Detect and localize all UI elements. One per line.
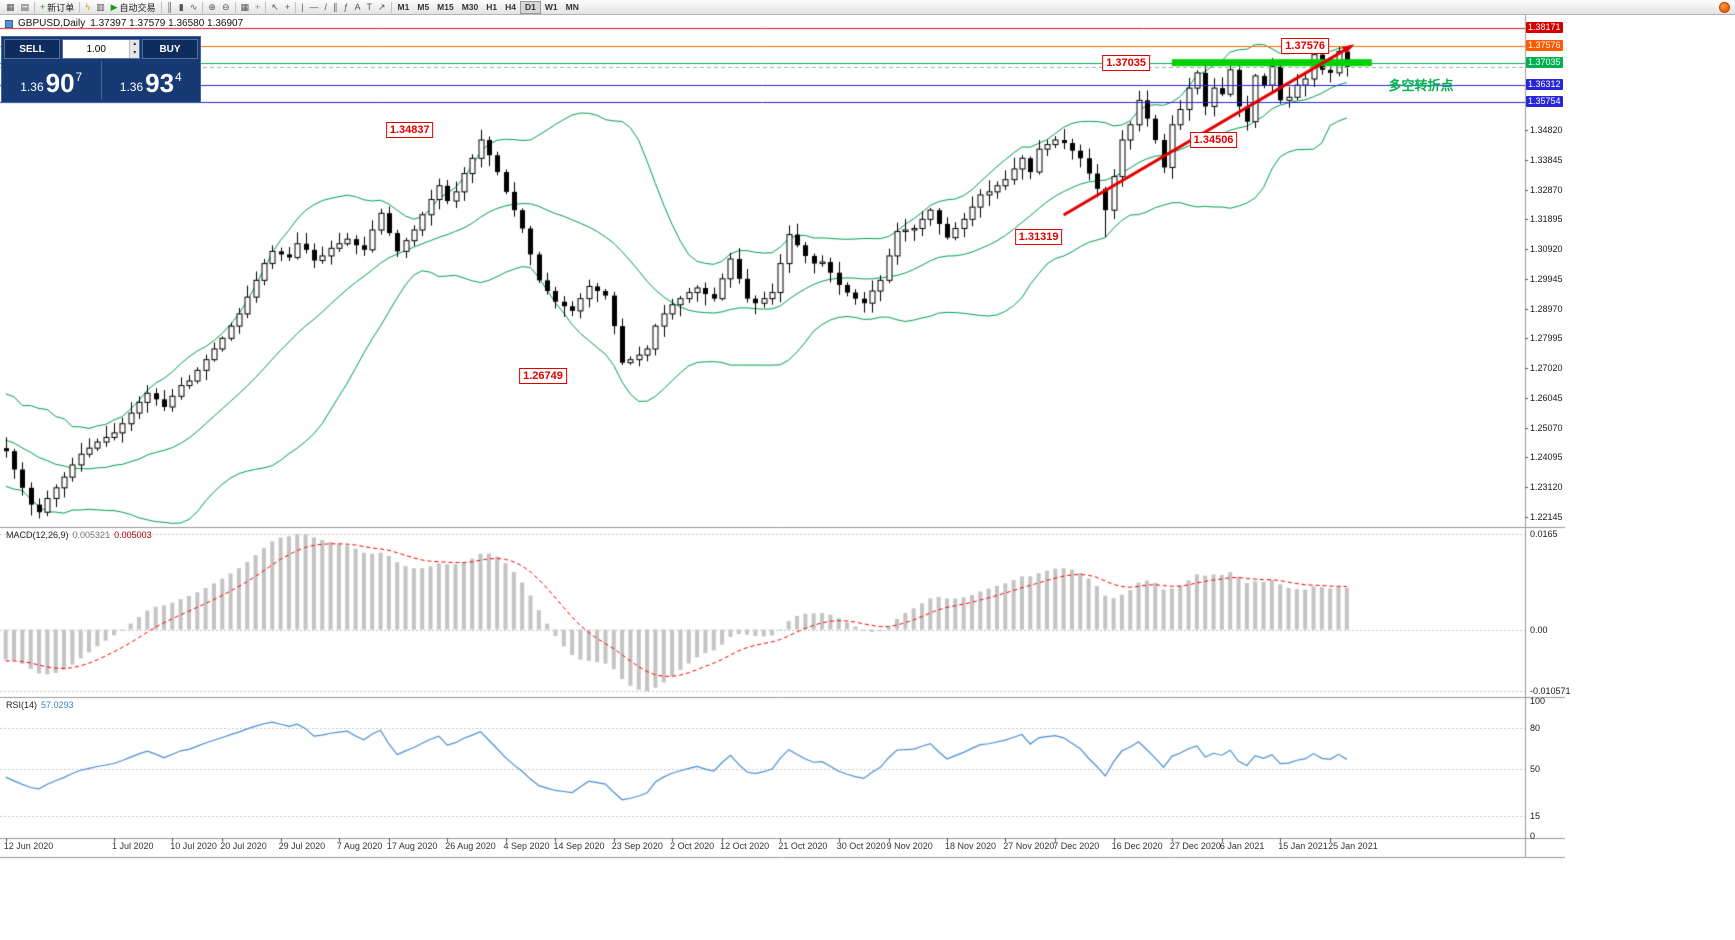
bid-point: 7: [75, 70, 83, 84]
arrows-button[interactable]: ↗: [375, 1, 389, 14]
timeframe-h4-button[interactable]: H4: [505, 1, 517, 12]
candlestick-icon: ▮: [178, 1, 184, 12]
autotrading-button[interactable]: ▶ 自动交易: [108, 1, 159, 14]
candlestick-chart-button[interactable]: ▮: [176, 1, 187, 14]
buy-button[interactable]: BUY: [142, 39, 198, 59]
timeframe-mn-button[interactable]: MN: [565, 1, 579, 12]
toolbar-separator: [160, 1, 162, 13]
toolbar-separator: [390, 1, 392, 13]
indicators-button[interactable]: +: [252, 1, 263, 14]
volume-field: ▴ ▾: [62, 39, 140, 59]
ask-price: 1.36 93 4: [102, 61, 201, 100]
new-order-plus-icon: +: [40, 1, 46, 12]
vertical-line-icon: |: [301, 1, 304, 12]
chart-window-icon: ▦: [6, 1, 15, 12]
zoom-in-icon: ⊕: [208, 1, 216, 12]
trendline-button[interactable]: /: [321, 1, 330, 14]
timeframe-m1-button[interactable]: M1: [397, 1, 410, 12]
zoom-out-button[interactable]: ⊖: [219, 1, 233, 14]
toolbar-separator: [295, 1, 297, 13]
volume-up-button[interactable]: ▴: [129, 40, 139, 49]
trendline-icon: /: [324, 1, 327, 12]
one-click-trading-panel: SELL ▴ ▾ BUY 1.36 90 7 1.36 93 4: [1, 36, 201, 103]
cursor-button[interactable]: ↖: [268, 1, 282, 14]
toolbar-items: ▦ ▤ + 新订单 ϟ ▥ ▶ 自动交易 ║ ▮ ∿ ⊕ ⊖ ▦ + ↖ + | — / ∥ ƒ A T ↗ M1 M5 M15 M30…: [3, 0, 583, 14]
chart-shift-icon: ▥: [96, 1, 105, 12]
timeframe-m15-button[interactable]: M15: [437, 1, 454, 12]
timeframe-m30-button[interactable]: M30: [461, 1, 479, 12]
indicators-plus-icon: +: [255, 1, 261, 12]
new-order-button-label: 新订单: [47, 2, 75, 13]
crosshair-button[interactable]: +: [282, 1, 293, 14]
timeframe-w1-button[interactable]: W1: [544, 1, 558, 12]
timeframe-h1-button[interactable]: H1: [486, 1, 498, 12]
new-chart-button[interactable]: ▦: [3, 1, 18, 14]
profiles-button[interactable]: ▤: [18, 1, 33, 14]
zoom-in-button[interactable]: ⊕: [205, 1, 219, 14]
line-chart-icon: ∿: [189, 1, 198, 12]
fibonacci-button[interactable]: ƒ: [340, 1, 351, 14]
zoom-out-icon: ⊖: [221, 1, 230, 12]
line-chart-button[interactable]: ∿: [187, 1, 201, 14]
arrow-icon: ↗: [378, 1, 386, 12]
chart-shift-button[interactable]: ▥: [93, 1, 108, 14]
tile-windows-button[interactable]: ▦: [238, 1, 253, 14]
rsi-value: 57.0293: [41, 700, 74, 710]
trade-panel-controls: SELL ▴ ▾ BUY: [2, 37, 200, 61]
channel-button[interactable]: ∥: [330, 1, 341, 14]
bid-pips: 90: [45, 68, 75, 98]
toolbar-separator: [79, 1, 81, 13]
text-button[interactable]: A: [351, 1, 363, 14]
timeframe-m5-button[interactable]: M5: [417, 1, 430, 12]
rsi-indicator-label: RSI(14) 57.0293: [6, 700, 74, 710]
volume-input[interactable]: [63, 43, 130, 55]
bar-chart-icon: ║: [166, 1, 173, 12]
bid-big-figure: 1.36: [20, 80, 44, 94]
vertical-line-button[interactable]: |: [298, 1, 306, 14]
horizontal-line-icon: —: [309, 1, 319, 12]
bid-price: 1.36 90 7: [2, 61, 101, 100]
macd-main-value: 0.005321: [72, 530, 111, 540]
autotrade-play-icon: ▶: [110, 1, 118, 12]
ask-pips: 93: [145, 68, 175, 98]
toolbar-separator: [34, 1, 36, 13]
cursor-icon: ↖: [271, 1, 279, 12]
label-t-icon: T: [366, 1, 373, 12]
alert-badge-icon[interactable]: [1719, 2, 1730, 13]
toolbar: ▦ ▤ + 新订单 ϟ ▥ ▶ 自动交易 ║ ▮ ∿ ⊕ ⊖ ▦ + ↖ + | — / ∥ ƒ A T ↗ M1 M5 M15 M30…: [0, 0, 1735, 15]
chart-title: GBPUSD,Daily 1.37397 1.37579 1.36580 1.3…: [5, 18, 243, 29]
chart-ohlc-values: 1.37397 1.37579 1.36580 1.36907: [90, 18, 244, 29]
autotrading-button-label: 自动交易: [119, 2, 156, 13]
toolbar-separator: [202, 1, 204, 13]
volume-stepper: ▴ ▾: [129, 40, 139, 58]
text-a-icon: A: [354, 1, 361, 12]
label-button[interactable]: T: [364, 1, 376, 14]
lightning-icon: ϟ: [85, 1, 91, 12]
tile-grid-icon: ▦: [240, 1, 250, 12]
macd-indicator-label: MACD(12,26,9) 0.005321 0.005003: [6, 530, 152, 540]
volume-down-button[interactable]: ▾: [129, 49, 139, 58]
macd-signal-value: 0.005003: [114, 530, 152, 540]
toolbar-separator: [265, 1, 267, 13]
channel-icon: ∥: [332, 1, 338, 12]
toolbar-separator: [234, 1, 236, 13]
chart-symbol-icon: [5, 19, 13, 28]
rsi-name: RSI(14): [6, 700, 38, 710]
bid-ask-divider: [100, 61, 102, 100]
expert-advisors-button[interactable]: ϟ: [82, 1, 93, 14]
trade-panel-prices: 1.36 90 7 1.36 93 4: [2, 61, 200, 100]
chart-symbol-period: GBPUSD,Daily: [18, 18, 86, 29]
crosshair-icon: +: [284, 1, 291, 12]
bar-chart-button[interactable]: ║: [164, 1, 176, 14]
ask-point: 4: [175, 70, 182, 84]
macd-name: MACD(12,26,9): [6, 530, 69, 540]
new-order-button[interactable]: + 新订单: [37, 1, 77, 14]
timeframe-d1-button[interactable]: D1: [520, 0, 541, 14]
sell-button[interactable]: SELL: [4, 39, 60, 59]
layout-icon: ▤: [20, 1, 30, 12]
fibonacci-icon: ƒ: [343, 1, 349, 12]
horizontal-line-button[interactable]: —: [306, 1, 321, 14]
ask-big-figure: 1.36: [119, 80, 144, 94]
